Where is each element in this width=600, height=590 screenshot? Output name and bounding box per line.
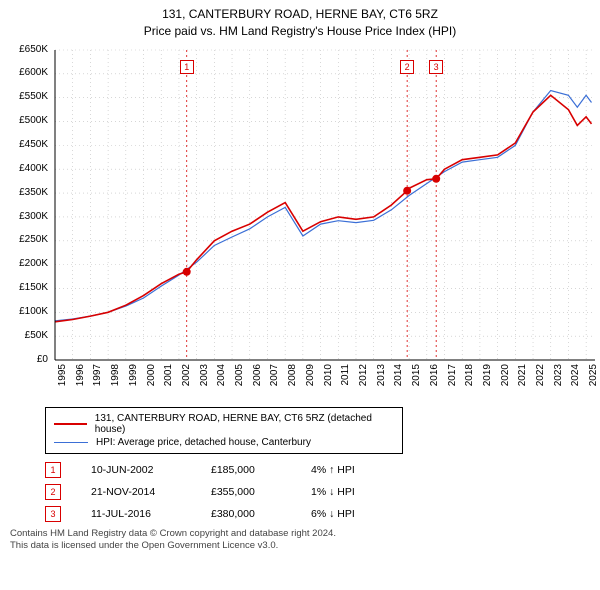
x-axis-label: 2014 (393, 364, 404, 394)
y-axis-label: £550K (10, 91, 48, 102)
legend-text: 131, CANTERBURY ROAD, HERNE BAY, CT6 5RZ… (95, 413, 394, 435)
y-axis-label: £200K (10, 258, 48, 269)
x-axis-label: 2005 (234, 364, 245, 394)
legend-row: HPI: Average price, detached house, Cant… (54, 436, 394, 449)
x-axis-label: 2001 (163, 364, 174, 394)
event-row: 2 21-NOV-2014 £355,000 1% ↓ HPI (45, 484, 590, 500)
event-delta: 6% ↓ HPI (311, 508, 391, 520)
event-price: £380,000 (211, 508, 281, 520)
y-axis-label: £150K (10, 282, 48, 293)
legend: 131, CANTERBURY ROAD, HERNE BAY, CT6 5RZ… (45, 407, 403, 454)
x-axis-label: 2017 (447, 364, 458, 394)
x-axis-label: 2020 (500, 364, 511, 394)
event-date: 21-NOV-2014 (91, 486, 181, 498)
legend-row: 131, CANTERBURY ROAD, HERNE BAY, CT6 5RZ… (54, 412, 394, 436)
event-row: 3 11-JUL-2016 £380,000 6% ↓ HPI (45, 506, 590, 522)
x-axis-label: 1998 (110, 364, 121, 394)
x-axis-label: 1997 (92, 364, 103, 394)
x-axis-label: 2011 (340, 364, 351, 394)
x-axis-label: 2015 (411, 364, 422, 394)
legend-swatch (54, 423, 87, 425)
y-axis-label: £100K (10, 306, 48, 317)
chart-container: { "header": { "line1": "131, CANTERBURY … (0, 0, 600, 552)
x-axis-label: 1999 (128, 364, 139, 394)
y-axis-label: £250K (10, 234, 48, 245)
event-marker: 1 (45, 462, 61, 478)
event-row: 1 10-JUN-2002 £185,000 4% ↑ HPI (45, 462, 590, 478)
y-axis-label: £500K (10, 115, 48, 126)
event-date: 11-JUL-2016 (91, 508, 181, 520)
event-marker-1: 1 (180, 60, 194, 74)
x-axis-label: 2007 (269, 364, 280, 394)
x-axis-label: 2006 (252, 364, 263, 394)
x-axis-label: 2024 (570, 364, 581, 394)
footer-line1: Contains HM Land Registry data © Crown c… (10, 528, 590, 540)
x-axis-label: 1996 (75, 364, 86, 394)
y-axis-label: £350K (10, 187, 48, 198)
x-axis-label: 2008 (287, 364, 298, 394)
x-axis-label: 2002 (181, 364, 192, 394)
x-axis-label: 2003 (199, 364, 210, 394)
y-axis-label: £0 (10, 354, 48, 365)
x-axis-label: 2021 (517, 364, 528, 394)
x-axis-label: 2025 (588, 364, 599, 394)
legend-text: HPI: Average price, detached house, Cant… (96, 437, 311, 448)
chart-plot-area: £0 £50K £100K £150K £200K £250K £300K £350K £400… (10, 46, 600, 401)
x-axis-label: 2018 (464, 364, 475, 394)
title-address: 131, CANTERBURY ROAD, HERNE BAY, CT6 5RZ (0, 6, 600, 23)
legend-swatch (54, 442, 88, 443)
x-axis-label: 2000 (146, 364, 157, 394)
x-axis-label: 1995 (57, 364, 68, 394)
y-axis-label: £650K (10, 44, 48, 55)
x-axis-label: 2009 (305, 364, 316, 394)
y-axis-label: £600K (10, 67, 48, 78)
x-axis-label: 2019 (482, 364, 493, 394)
y-axis-label: £450K (10, 139, 48, 150)
y-axis-label: £400K (10, 163, 48, 174)
y-axis-label: £50K (10, 330, 48, 341)
event-marker-2: 2 (400, 60, 414, 74)
x-axis-label: 2023 (553, 364, 564, 394)
x-axis-label: 2012 (358, 364, 369, 394)
attribution-footer: Contains HM Land Registry data © Crown c… (10, 528, 590, 553)
event-delta: 4% ↑ HPI (311, 464, 391, 476)
x-axis-label: 2022 (535, 364, 546, 394)
chart-header: 131, CANTERBURY ROAD, HERNE BAY, CT6 5RZ… (0, 0, 600, 40)
event-price: £355,000 (211, 486, 281, 498)
x-axis-label: 2013 (376, 364, 387, 394)
event-marker: 3 (45, 506, 61, 522)
footer-line2: This data is licensed under the Open Gov… (10, 540, 590, 552)
x-axis-label: 2016 (429, 364, 440, 394)
event-marker-3: 3 (429, 60, 443, 74)
x-axis-label: 2010 (323, 364, 334, 394)
event-price: £185,000 (211, 464, 281, 476)
y-axis-label: £300K (10, 211, 48, 222)
title-subtitle: Price paid vs. HM Land Registry's House … (0, 23, 600, 40)
x-axis-label: 2004 (216, 364, 227, 394)
events-table: 1 10-JUN-2002 £185,000 4% ↑ HPI 2 21-NOV-2014… (45, 462, 590, 522)
event-date: 10-JUN-2002 (91, 464, 181, 476)
event-marker: 2 (45, 484, 61, 500)
event-delta: 1% ↓ HPI (311, 486, 391, 498)
